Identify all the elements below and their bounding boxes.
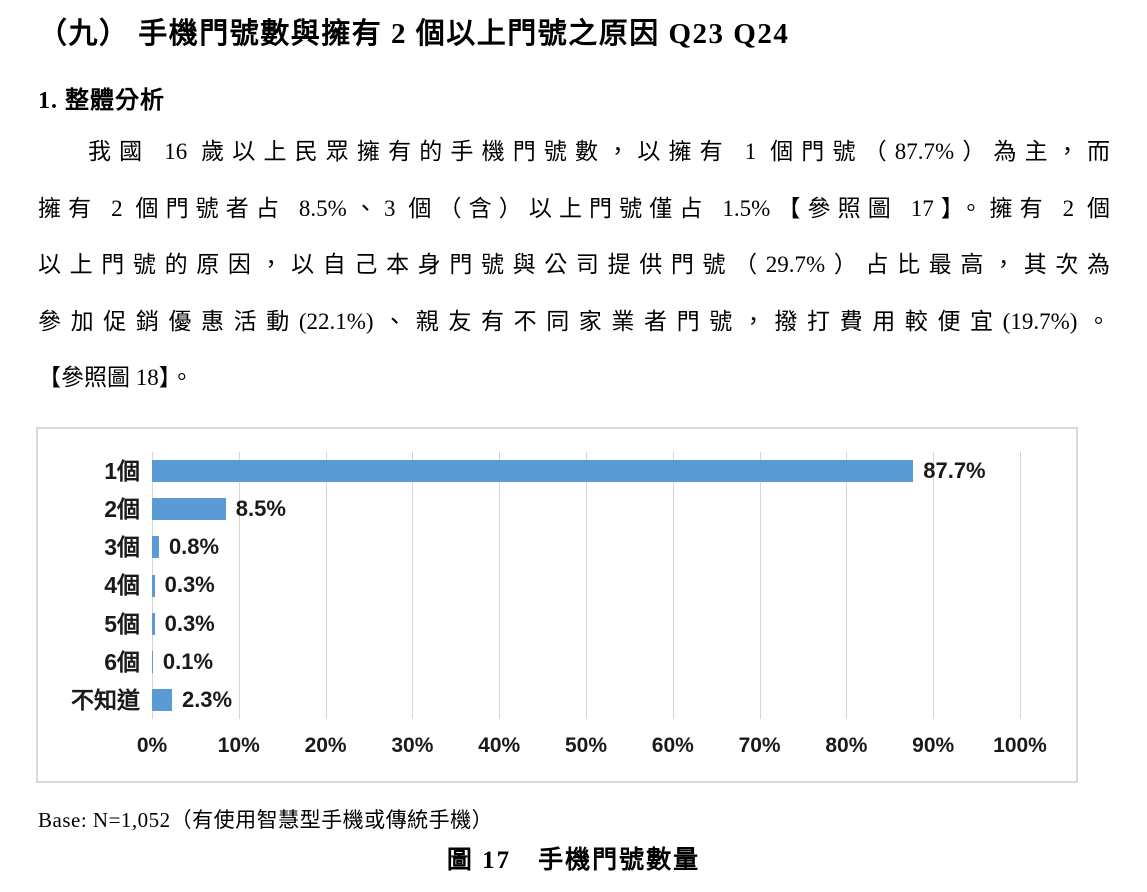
x-axis-tick-label: 60%	[651, 734, 694, 757]
gridline	[325, 452, 327, 719]
category-label: 3個	[104, 534, 140, 561]
gridline	[499, 452, 501, 719]
bar	[152, 536, 159, 559]
value-label: 2.3%	[181, 686, 233, 712]
value-label: 87.7%	[923, 458, 986, 483]
bar	[152, 460, 914, 483]
paragraph-line: 擁有 2 個門號者占 8.5%、3 個（含）以上門號僅占 1.5%【參照圖 17…	[38, 195, 1110, 221]
category-label: 1個	[104, 458, 140, 484]
value-label: 0.3%	[164, 610, 215, 636]
x-axis-tick-label: 0%	[136, 734, 168, 757]
value-label: 8.5%	[235, 496, 286, 522]
category-label: 4個	[104, 572, 140, 599]
body-paragraph: 我國 16 歲以上民眾擁有的手機門號數，以擁有 1 個門號（87.7%）為主，而…	[38, 124, 1110, 407]
gridline	[238, 452, 240, 719]
base-note: Base: N=1,052（有使用智慧型手機或傳統手機）	[38, 808, 494, 832]
section-heading: 1. 整體分析	[38, 88, 165, 114]
gridline	[933, 452, 935, 719]
category-label: 5個	[104, 610, 140, 637]
category-label: 6個	[104, 648, 140, 675]
x-axis-tick-label: 30%	[391, 734, 434, 757]
x-axis-tick-label: 50%	[564, 734, 608, 757]
x-axis-tick-label: 90%	[912, 734, 955, 757]
paragraph-line: 【參照圖 18】。	[38, 365, 194, 390]
gridline	[759, 452, 761, 719]
value-label: 0.3%	[164, 572, 215, 598]
gridline	[672, 452, 674, 719]
gridline	[412, 452, 414, 719]
chart-frame: 0% 10% 20% 30% 40% 50% 60% 70% 80% 90% 100% 1個 87.7%…	[36, 427, 1078, 783]
gridline	[586, 452, 587, 719]
gridline	[846, 452, 848, 719]
x-axis-tick-label: 100%	[993, 734, 1047, 757]
category-label: 2個	[104, 496, 140, 523]
figure-caption: 圖 17 手機門號數量	[446, 847, 701, 874]
bar	[152, 650, 153, 673]
paragraph-line: 我國 16 歲以上民眾擁有的手機門號數，以擁有 1 個門號（87.7%）為主，而	[88, 139, 1110, 164]
category-label: 不知道	[71, 686, 140, 713]
x-axis-tick-label: 40%	[478, 734, 521, 757]
x-axis-tick-label: 10%	[217, 734, 260, 757]
bar	[152, 498, 226, 521]
paragraph-line: 以上門號的原因，以自己本身門號與公司提供門號（29.7%）占比最高，其次為	[38, 252, 1110, 277]
value-label: 0.1%	[162, 648, 214, 674]
x-axis-tick-label: 70%	[738, 734, 781, 757]
value-label: 0.8%	[168, 534, 220, 560]
x-axis-tick-label: 20%	[304, 734, 347, 757]
paragraph-line: 參加促銷優惠活動(22.1%)、親友有不同家業者門號，撥打費用較便宜(19.7%…	[38, 308, 1110, 334]
bar	[152, 688, 172, 711]
doc-title: （九） 手機門號數與擁有 2 個以上門號之原因 Q23 Q24	[38, 18, 790, 50]
bar	[152, 612, 155, 635]
gridline	[1020, 452, 1021, 719]
x-axis-tick-label: 80%	[825, 734, 868, 757]
bar	[152, 574, 155, 597]
